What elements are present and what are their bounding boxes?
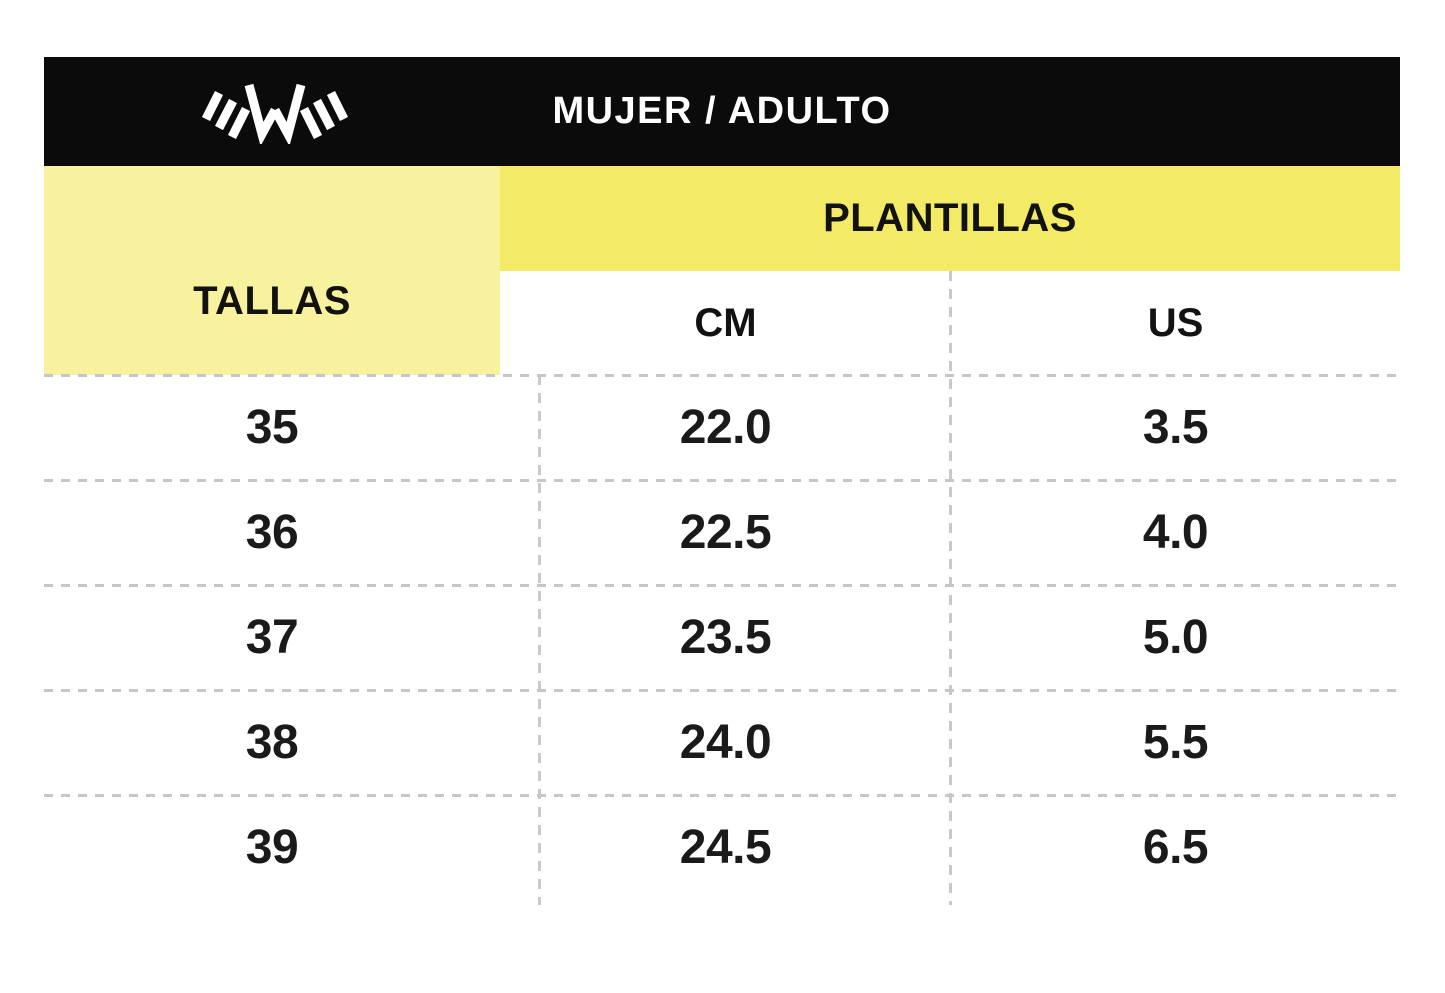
cell-cm: 24.5 [679, 821, 772, 874]
table-title: MUJER / ADULTO [552, 90, 892, 132]
cell-talla: 39 [245, 821, 299, 874]
row-divider [44, 794, 1400, 797]
row-divider [44, 689, 1400, 692]
cell-talla: 37 [245, 611, 299, 664]
cell-talla: 36 [245, 506, 299, 559]
cell-us: 6.5 [1142, 821, 1209, 874]
plantillas-header-cell: PLANTILLAS [500, 166, 1400, 271]
cell-talla: 38 [245, 716, 299, 769]
header-bar: MUJER / ADULTO [44, 57, 1400, 166]
row-divider [44, 374, 1400, 377]
row-divider [44, 584, 1400, 587]
row-divider [44, 479, 1400, 482]
cell-cm: 24.0 [679, 716, 772, 769]
cell-cm: 23.5 [679, 611, 772, 664]
cell-us: 5.5 [1142, 716, 1209, 769]
tallas-header-cell: TALLAS [44, 166, 500, 375]
cell-us: 5.0 [1142, 611, 1209, 664]
plantillas-label: PLANTILLAS [823, 196, 1077, 240]
table-row: 39 24.5 6.5 [44, 794, 1400, 900]
brand-logo-icon [199, 80, 351, 144]
table-row: 36 22.5 4.0 [44, 479, 1400, 585]
cm-column-header: CM [694, 300, 757, 345]
divider-cm-us [949, 271, 952, 905]
divider-tallas-cm [538, 375, 541, 905]
tallas-label: TALLAS [193, 279, 351, 323]
table-row: 37 23.5 5.0 [44, 584, 1400, 690]
cell-talla: 35 [245, 401, 299, 454]
table-row: 38 24.0 5.5 [44, 689, 1400, 795]
cell-cm: 22.0 [679, 401, 772, 454]
cell-us: 4.0 [1142, 506, 1209, 559]
us-column-header: US [1147, 300, 1204, 345]
table-body: 35 22.0 3.5 36 22.5 4.0 37 23.5 5.0 38 2… [44, 374, 1400, 900]
table-row: 35 22.0 3.5 [44, 374, 1400, 480]
cell-cm: 22.5 [679, 506, 772, 559]
cell-us: 3.5 [1142, 401, 1209, 454]
size-chart-table: MUJER / ADULTO TALLAS PLANTILLAS CM US 3… [44, 57, 1400, 905]
